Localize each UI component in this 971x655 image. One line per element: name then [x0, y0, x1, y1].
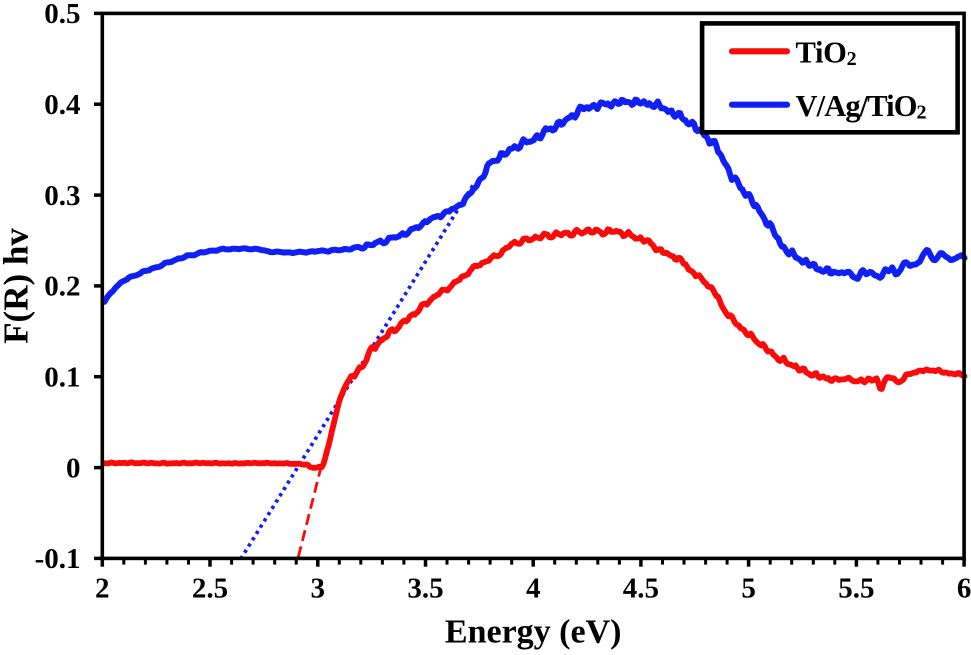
- svg-text:0.3: 0.3: [44, 180, 80, 212]
- svg-text:Energy (eV): Energy (eV): [445, 614, 622, 651]
- svg-text:4: 4: [526, 573, 541, 605]
- svg-text:0.2: 0.2: [44, 271, 80, 303]
- svg-text:3.5: 3.5: [407, 573, 443, 605]
- svg-text:0: 0: [66, 452, 81, 484]
- svg-text:2: 2: [95, 573, 110, 605]
- svg-text:5: 5: [741, 573, 756, 605]
- svg-text:4.5: 4.5: [623, 573, 659, 605]
- svg-text:0.5: 0.5: [44, 0, 80, 30]
- svg-text:0.1: 0.1: [44, 361, 80, 393]
- svg-text:V/Ag/TiO2: V/Ag/TiO2: [796, 89, 927, 124]
- svg-text:3: 3: [311, 573, 326, 605]
- svg-text:0.4: 0.4: [44, 89, 80, 121]
- svg-text:F(R) hv: F(R) hv: [0, 228, 36, 344]
- svg-text:6: 6: [957, 573, 971, 605]
- svg-text:5.5: 5.5: [838, 573, 874, 605]
- svg-text:-0.1: -0.1: [35, 543, 81, 575]
- svg-text:2.5: 2.5: [192, 573, 228, 605]
